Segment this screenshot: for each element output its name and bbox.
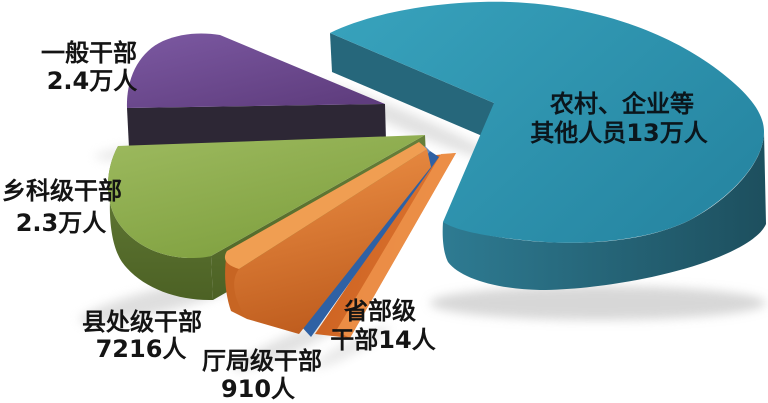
slice-general-top-face	[126, 33, 385, 108]
slice-township-rim	[107, 146, 213, 301]
label-rural-line1: 农村、企业等	[549, 90, 694, 118]
label-general-line1: 一般干部	[41, 39, 137, 67]
slice-rural-rim	[442, 132, 766, 290]
shadow-provincial-slice	[314, 326, 390, 368]
label-county-line2: 7216人	[96, 335, 187, 363]
label-bureau-line1: 厅局级干部	[202, 347, 322, 375]
label-provincial-line1: 省部级	[343, 297, 416, 325]
label-general-line2: 2.4万人	[47, 67, 138, 95]
label-county-line1: 县处级干部	[82, 308, 202, 336]
shadow-rural-slice	[430, 286, 766, 320]
label-bureau-line2: 910人	[221, 375, 295, 403]
label-township-line2: 2.3万人	[16, 209, 107, 237]
label-provincial-line2: 干部14人	[330, 326, 435, 354]
slice-county-side-face	[234, 149, 431, 334]
label-township-line1: 乡科级干部	[2, 177, 122, 205]
slice-rural-top-face	[330, 1, 764, 243]
slice-county-top-face	[224, 142, 427, 269]
slice-general-side	[127, 104, 386, 148]
slice-township-top-face	[107, 135, 425, 258]
slice-rural-cut-face	[330, 33, 494, 141]
slice-provincial-top-face	[336, 153, 456, 338]
label-rural-line2: 其他人员13万人	[530, 119, 707, 147]
